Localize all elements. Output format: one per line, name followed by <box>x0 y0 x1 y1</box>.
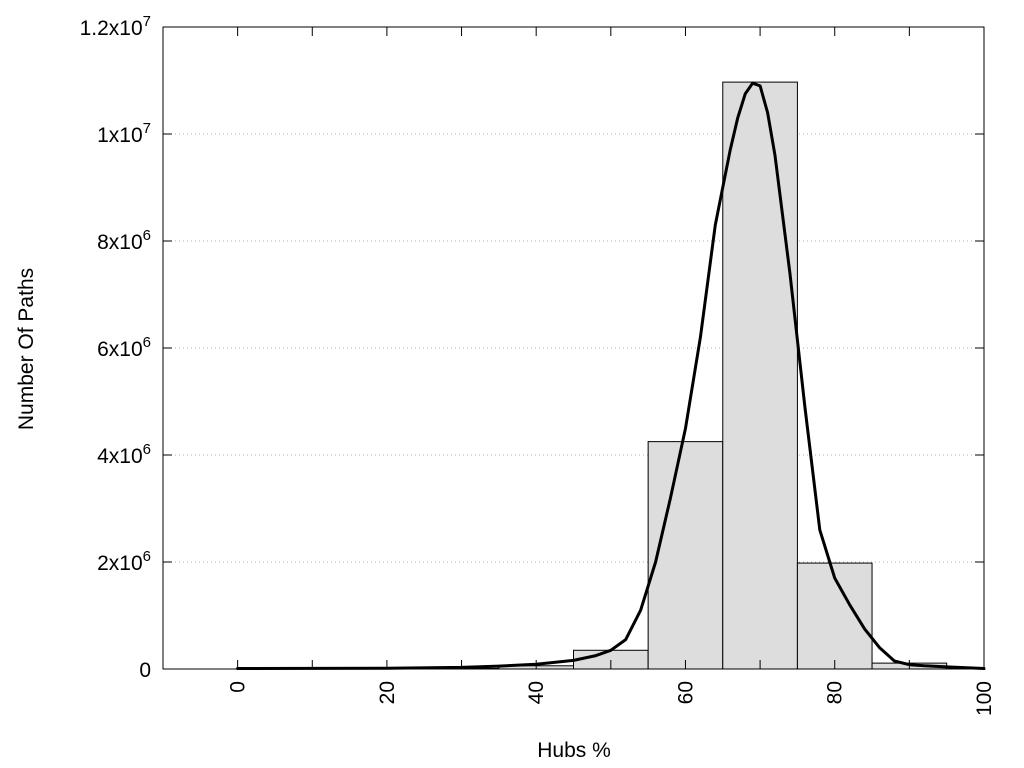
fit-curve <box>236 81 986 670</box>
y-tick-label: 6x106 <box>97 334 151 361</box>
y-tick-label: 8x106 <box>97 227 151 254</box>
x-tick-label: 0 <box>227 681 250 693</box>
histogram-bar <box>647 441 724 670</box>
histogram-bar <box>722 81 798 670</box>
x-tick-label: 60 <box>674 681 697 704</box>
x-tick-label: 40 <box>525 681 548 704</box>
x-tick-label: 80 <box>824 681 847 704</box>
x-axis-title: Hubs % <box>537 739 611 762</box>
x-tick-label: 100 <box>973 681 996 716</box>
y-tick-label: 0 <box>139 659 151 682</box>
grid-lines <box>163 26 984 563</box>
histogram-bars <box>423 81 948 670</box>
y-tick-label: 4x106 <box>97 441 151 468</box>
x-ticks: 0 20 40 60 80 100 <box>227 27 996 716</box>
x-tick-label: 20 <box>376 681 399 704</box>
y-tick-label: 2x106 <box>97 548 151 575</box>
y-axis-title: Number Of Paths <box>15 268 38 430</box>
y-tick-label: 1x107 <box>97 120 151 147</box>
fit-curve-line <box>236 81 986 670</box>
y-tick-label: 1.2x107 <box>80 13 151 40</box>
y-ticks: 0 2x106 4x106 6x106 8x106 1x107 1.2x107 <box>80 13 984 682</box>
